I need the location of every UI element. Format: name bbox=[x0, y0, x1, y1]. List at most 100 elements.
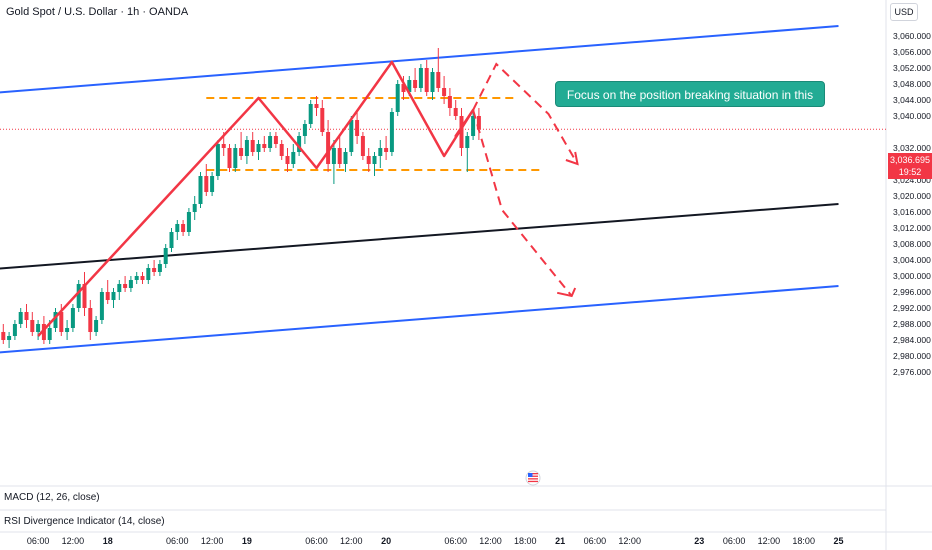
candle-body bbox=[395, 84, 400, 112]
candle-body bbox=[337, 148, 342, 164]
price-tick-label: 3,016.000 bbox=[893, 207, 931, 217]
candle bbox=[181, 220, 186, 236]
candle-body bbox=[70, 308, 75, 328]
candle-body bbox=[99, 292, 104, 320]
time-tick-label: 12:00 bbox=[340, 536, 363, 546]
candle bbox=[152, 260, 157, 276]
candle-body bbox=[430, 72, 435, 92]
projection-arrow-head bbox=[565, 151, 579, 166]
price-tick-label: 3,044.000 bbox=[893, 95, 931, 105]
candle bbox=[320, 100, 325, 136]
candle-body bbox=[7, 336, 12, 340]
candle bbox=[297, 132, 302, 156]
pattern-path[interactable] bbox=[37, 60, 475, 337]
candle-body bbox=[41, 324, 46, 340]
candle-body bbox=[53, 312, 58, 328]
candle-body bbox=[250, 140, 255, 152]
time-tick-label: 06:00 bbox=[305, 536, 328, 546]
time-tick-label: 06:00 bbox=[166, 536, 189, 546]
channel-lines[interactable] bbox=[0, 25, 839, 354]
projection-path-low[interactable] bbox=[472, 109, 573, 297]
candle-body bbox=[476, 116, 481, 130]
candle-body bbox=[401, 84, 406, 92]
candle bbox=[7, 332, 12, 348]
candle-body bbox=[465, 136, 470, 148]
candle bbox=[134, 272, 139, 284]
candle bbox=[192, 196, 197, 220]
time-tick-label: 06:00 bbox=[584, 536, 607, 546]
rsi-label[interactable]: RSI Divergence Indicator (14, close) bbox=[4, 516, 165, 527]
candle-body bbox=[459, 116, 464, 148]
candle bbox=[204, 164, 209, 196]
currency-button[interactable]: USD bbox=[890, 3, 918, 21]
candle bbox=[459, 108, 464, 156]
macd-label[interactable]: MACD (12, 26, close) bbox=[4, 492, 100, 503]
time-tick-label: 12:00 bbox=[618, 536, 641, 546]
candle bbox=[378, 140, 383, 168]
price-tick-label: 2,976.000 bbox=[893, 367, 931, 377]
candle bbox=[395, 80, 400, 116]
candle bbox=[268, 132, 273, 152]
price-tick-label: 2,980.000 bbox=[893, 351, 931, 361]
candle-body bbox=[117, 284, 122, 292]
candle bbox=[273, 132, 278, 148]
candle bbox=[360, 132, 365, 160]
candle bbox=[314, 96, 319, 116]
candle bbox=[76, 280, 81, 312]
candle bbox=[453, 100, 458, 120]
candle-body bbox=[308, 104, 313, 124]
flag-stripe bbox=[528, 480, 538, 483]
price-tick-label: 3,056.000 bbox=[893, 47, 931, 57]
current-price-value: 3,036.695 bbox=[889, 155, 931, 165]
price-tick-label: 2,984.000 bbox=[893, 335, 931, 345]
flag-stripe bbox=[528, 475, 538, 477]
candle-body bbox=[47, 328, 52, 340]
time-tick-label: 06:00 bbox=[27, 536, 50, 546]
flag-stripe bbox=[528, 478, 538, 480]
candle-body bbox=[407, 80, 412, 92]
level-lines[interactable] bbox=[206, 97, 543, 171]
price-tick-label: 3,032.000 bbox=[893, 143, 931, 153]
candle-body bbox=[233, 148, 238, 168]
candle bbox=[279, 140, 284, 160]
price-tick-label: 2,992.000 bbox=[893, 303, 931, 313]
candle-body bbox=[471, 116, 476, 136]
candle bbox=[326, 120, 331, 172]
candle-body bbox=[111, 292, 116, 300]
current-price-tag: 3,036.695 19:52 bbox=[888, 153, 932, 179]
candle bbox=[366, 148, 371, 172]
candle bbox=[343, 148, 348, 172]
channel-upper-line[interactable] bbox=[0, 25, 839, 94]
candle bbox=[418, 64, 423, 92]
candle-body bbox=[453, 108, 458, 116]
candle-body bbox=[418, 68, 423, 88]
candle-body bbox=[82, 284, 87, 308]
candle-body bbox=[36, 324, 41, 332]
projection-paths[interactable] bbox=[472, 62, 579, 298]
candle bbox=[140, 272, 145, 284]
price-tick-label: 3,012.000 bbox=[893, 223, 931, 233]
candle bbox=[244, 136, 249, 164]
us-flag-event-icon[interactable] bbox=[525, 470, 541, 486]
zigzag-pattern-line[interactable] bbox=[37, 60, 475, 337]
candle bbox=[12, 320, 17, 340]
candle bbox=[227, 144, 232, 172]
candle bbox=[471, 112, 476, 140]
channel-mid-line[interactable] bbox=[0, 203, 839, 270]
candle-body bbox=[297, 136, 302, 152]
candle-body bbox=[221, 144, 226, 148]
candle-body bbox=[320, 108, 325, 132]
channel-lower-line[interactable] bbox=[0, 285, 839, 354]
time-axis[interactable]: 1606:0012:001806:0012:001906:0012:002006… bbox=[0, 536, 844, 546]
candle bbox=[355, 112, 360, 144]
candle bbox=[175, 220, 180, 240]
candle bbox=[36, 320, 41, 340]
projection-path-high[interactable] bbox=[472, 62, 579, 165]
candle bbox=[70, 304, 75, 332]
candle-body bbox=[105, 292, 110, 300]
callout-note[interactable]: Focus on the position breaking situation… bbox=[555, 81, 825, 128]
candle bbox=[99, 288, 104, 324]
candle bbox=[413, 68, 418, 92]
price-axis[interactable]: 3,060.000 3,056.000 3,052.000 3,048.000 3,04… bbox=[893, 31, 931, 377]
